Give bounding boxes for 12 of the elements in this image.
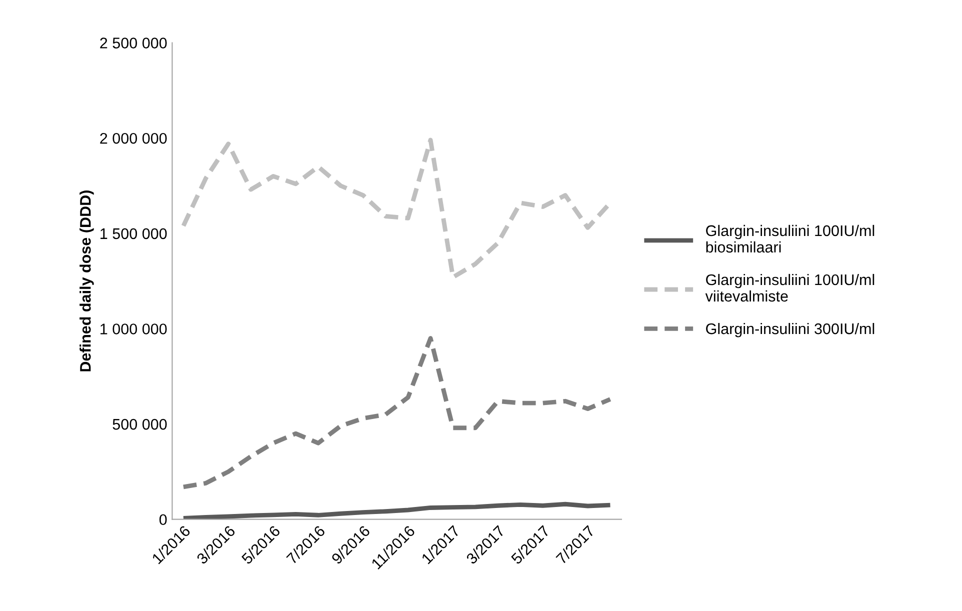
legend-label: Glargin-insuliini 100IU/ml biosimilaari bbox=[706, 224, 874, 253]
y-tick-label: 2 000 000 bbox=[100, 132, 167, 144]
legend-label: Glargin-insuliini 300IU/ml bbox=[706, 322, 874, 338]
y-tick-label: 2 500 000 bbox=[100, 38, 167, 48]
y-tick-label: 1 000 000 bbox=[100, 324, 167, 334]
line-series bbox=[181, 502, 612, 520]
y-tick-label: 0 bbox=[159, 514, 167, 526]
y-tick-label: 1 500 000 bbox=[100, 228, 167, 240]
y-axis-title: Defined daily dose (DDD) bbox=[80, 190, 94, 372]
legend-label: Glargin-insuliini 100IU/ml viitevalmiste bbox=[705, 274, 874, 302]
line-series bbox=[181, 336, 612, 490]
y-tick-label: 500 000 bbox=[112, 418, 167, 430]
